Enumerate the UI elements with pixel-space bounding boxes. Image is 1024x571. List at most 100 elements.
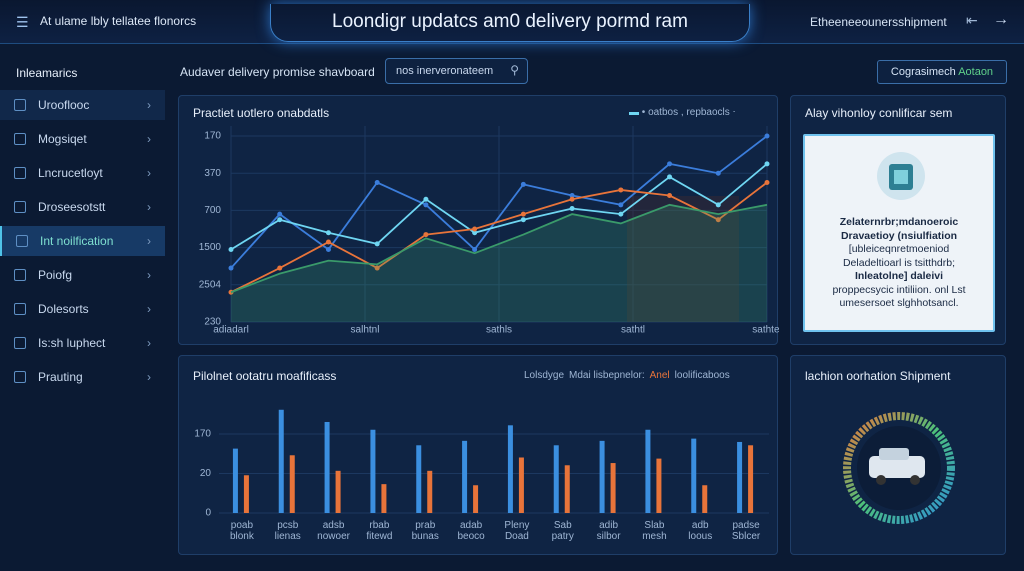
- sidebar-item[interactable]: Poiofg ›: [0, 260, 165, 290]
- chevron: ›: [147, 166, 151, 180]
- bar-chart: 170 20 0 poab blonk pcsb lienas adsb nowoer rbab f…: [194, 409, 769, 542]
- sidebar-icon: [14, 371, 26, 383]
- sidebar-item[interactable]: Mogsiqet ›: [0, 124, 165, 154]
- sidebar-item[interactable]: Lncrucetloyt ›: [0, 158, 165, 188]
- bar: [324, 421, 330, 513]
- export-icon[interactable]: ⇤: [966, 12, 978, 28]
- x-label: adiadarl: [213, 325, 249, 336]
- bar: [243, 475, 249, 513]
- search-icon: ⚲: [510, 63, 519, 77]
- card-line: [ubleiceqnretmoeniod: [848, 243, 950, 255]
- legend-entry: Lolsdyge: [524, 370, 565, 381]
- y-label: 230: [204, 317, 221, 328]
- sidebar-label: Dolesorts: [38, 302, 89, 316]
- action-button[interactable]: Cograsimech Aotaon: [877, 60, 1007, 84]
- point: [715, 202, 721, 208]
- x-label: adsb nowoer: [317, 520, 350, 542]
- bar: [610, 463, 616, 513]
- point: [277, 217, 283, 223]
- point: [423, 232, 429, 238]
- point: [520, 217, 526, 223]
- x-label: salhtnl: [351, 325, 380, 336]
- sidebar-item[interactable]: Int noilfication ›: [0, 226, 165, 256]
- point: [569, 196, 575, 202]
- sidebar: Inleamarics Urooflooc › Mogsiqet › Lncrucetl…: [0, 56, 165, 406]
- card-line: proppecsycic intiliion. onl Lst: [832, 283, 966, 296]
- point: [374, 180, 380, 185]
- x-label: adab beoco: [457, 520, 485, 542]
- y-label: 170: [194, 429, 211, 440]
- sidebar-item[interactable]: Is:sh luphect ›: [0, 328, 165, 358]
- bar-title: Pilolnet ootatru moafificass: [193, 369, 337, 383]
- point: [228, 265, 234, 271]
- chevron: ›: [147, 200, 151, 214]
- point: [472, 226, 478, 232]
- point: [472, 230, 478, 236]
- bar: [518, 457, 524, 513]
- sidebar-icon: [14, 201, 26, 213]
- sidebar-label: Droseesotstt: [38, 200, 106, 214]
- header: ☰ At ulame lbly tellatee flonorcs Loondi…: [0, 0, 1024, 44]
- point: [618, 211, 624, 217]
- bar-legend: Lolsdyge Mdai lisbepnelor: Anel loolificabo…: [524, 370, 735, 381]
- line-legend: ▬ • oatbos , repbaocls ⋅: [629, 107, 736, 118]
- card-line: Dravaetioy (nsiulfiation: [840, 229, 958, 242]
- bar: [748, 445, 754, 513]
- bar: [691, 438, 697, 513]
- sidebar-icon: [14, 167, 26, 179]
- point: [325, 230, 331, 236]
- x-label: poab blonk: [230, 520, 255, 542]
- point: [569, 193, 575, 199]
- y-label: 20: [200, 468, 212, 479]
- card-line: Zelaternrbr;mdanoeroic: [839, 216, 959, 228]
- shipment-panel: lachion oorhation Shipment: [790, 355, 1006, 555]
- x-label: Slab mesh: [642, 520, 666, 542]
- x-label: sathls: [486, 325, 512, 336]
- point: [423, 196, 429, 202]
- bar: [553, 445, 559, 513]
- point: [667, 161, 673, 167]
- sidebar-item[interactable]: Dolesorts ›: [0, 294, 165, 324]
- point: [569, 206, 575, 212]
- point: [764, 180, 770, 185]
- sidebar-icon: [14, 337, 26, 349]
- y-label: 1500: [199, 242, 222, 253]
- sidebar-item[interactable]: Prauting ›: [0, 362, 165, 392]
- point: [667, 174, 673, 180]
- search-box[interactable]: nos inerveronateem ⚲: [385, 58, 528, 84]
- bar: [278, 409, 284, 513]
- x-label: sathtl: [621, 325, 645, 336]
- line-title: Practiet uotlero onabdatls: [193, 106, 330, 120]
- header-right: Etheeneeounersshipment: [810, 15, 947, 29]
- point: [374, 265, 380, 271]
- point: [374, 241, 380, 247]
- notification-card: Zelaternrbr;mdanoeroic Dravaetioy (nsiulf…: [803, 134, 995, 332]
- bar: [427, 470, 433, 513]
- sidebar-label: Poiofg: [38, 268, 73, 282]
- forward-icon[interactable]: →: [993, 11, 1009, 28]
- point: [715, 217, 721, 223]
- shipment-title: lachion oorhation Shipment: [805, 369, 951, 383]
- sidebar-item[interactable]: Urooflooc ›: [0, 90, 165, 120]
- point: [325, 239, 331, 245]
- chevron: ›: [147, 234, 151, 248]
- sidebar-icon: [16, 235, 28, 247]
- y-label: 2504: [199, 279, 222, 290]
- line: [230, 181, 768, 294]
- y-label: 370: [204, 168, 221, 179]
- x-label: rbab fitewd: [366, 520, 392, 542]
- bar: [507, 425, 513, 513]
- card-line: Inleatolne] daleivi: [854, 270, 944, 282]
- line-panel: Practiet uotlero onabdatls ▬ • oatbos , …: [178, 95, 779, 345]
- point: [520, 181, 526, 187]
- bar: [656, 458, 662, 513]
- sidebar-item[interactable]: Droseesotstt ›: [0, 192, 165, 222]
- x-label: padse Sblcer: [732, 520, 761, 542]
- menu-icon[interactable]: ☰: [16, 14, 29, 30]
- bar: [335, 470, 341, 513]
- point: [618, 187, 624, 193]
- bar: [737, 441, 743, 513]
- card-title: Alay vihonloy conlificar sem: [805, 106, 953, 120]
